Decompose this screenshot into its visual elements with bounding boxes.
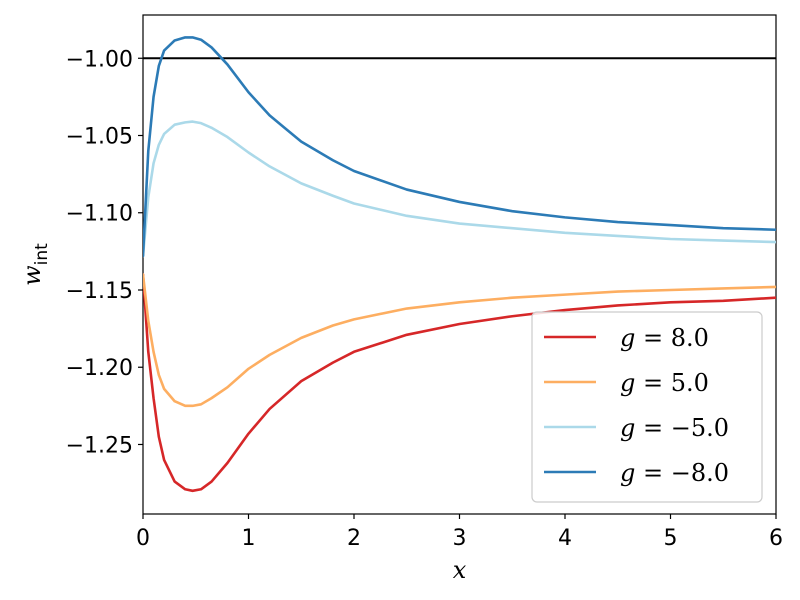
y-axis-label: wint xyxy=(18,243,52,286)
x-axis: 0 1 2 3 4 5 6 xyxy=(136,514,783,551)
legend-label-1: g = 8.0 xyxy=(620,324,709,352)
legend-label-2: g = 5.0 xyxy=(620,369,709,397)
y-tick-label: −1.25 xyxy=(66,433,133,458)
x-tick-label: 0 xyxy=(136,526,150,551)
y-axis: −1.00 −1.05 −1.10 −1.15 −1.20 −1.25 xyxy=(66,47,143,458)
series-line-1 xyxy=(143,273,776,493)
series-layer xyxy=(143,36,776,493)
x-tick-label: 2 xyxy=(347,526,361,551)
x-tick-label: 6 xyxy=(769,526,783,551)
y-axis-label-subscript: int xyxy=(32,243,52,265)
x-tick-label: 4 xyxy=(558,526,572,551)
y-tick-label: −1.15 xyxy=(66,279,133,304)
y-tick-label: −1.00 xyxy=(66,47,133,72)
series-line-3 xyxy=(143,120,776,258)
y-axis-label-base: w xyxy=(18,265,46,286)
x-tick-label: 1 xyxy=(242,526,256,551)
x-tick-label: 5 xyxy=(664,526,678,551)
y-tick-label: −1.05 xyxy=(66,125,133,150)
legend-box xyxy=(531,311,763,503)
y-tick-label: −1.20 xyxy=(66,356,133,381)
legend-label-3: g = −5.0 xyxy=(620,414,729,442)
x-axis-label: x xyxy=(453,556,467,584)
series-line-2 xyxy=(143,273,776,408)
legend-label-4: g = −8.0 xyxy=(620,459,729,487)
x-tick-label: 3 xyxy=(453,526,467,551)
y-tick-label: −1.10 xyxy=(66,202,133,227)
series-line-4 xyxy=(143,36,776,258)
legend: g = 8.0 g = 5.0 g = −5.0 g = −8.0 xyxy=(531,311,763,503)
